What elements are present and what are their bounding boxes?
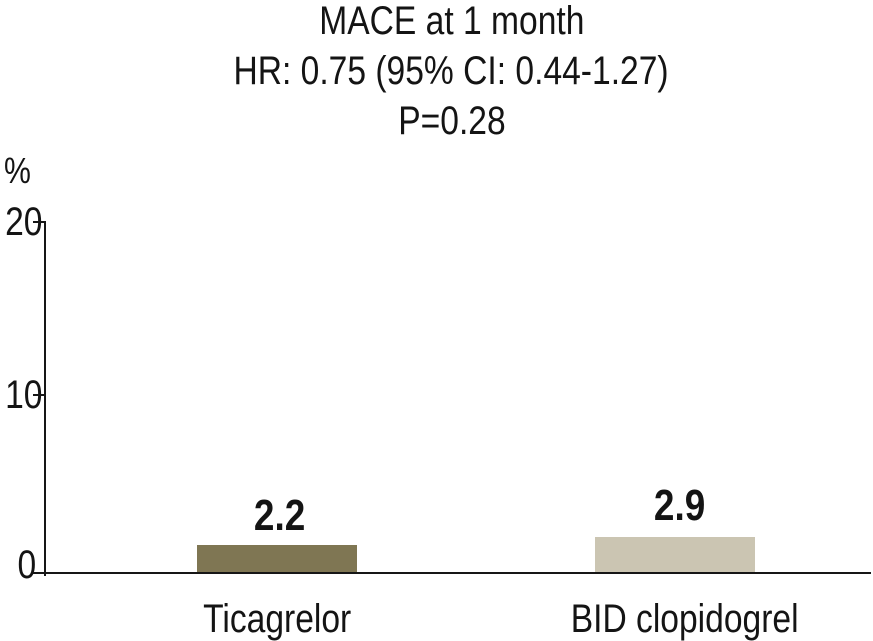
chart-subtitle-pvalue-text: P=0.28 [397,99,506,143]
bar-ticagrelor [197,545,357,572]
value-label-ticagrelor: 2.2 [150,494,410,538]
bar-bid-clopidogrel [595,537,755,572]
y-tick-mark-10 [33,394,46,396]
chart-title-text: MACE at 1 month [318,0,585,43]
y-tick-label-0: 0 [0,545,36,585]
y-tick-label-20: 20 [0,202,42,242]
y-axis-line [44,222,46,576]
value-label-bid-clopidogrel-text: 2.9 [654,481,706,530]
category-label-ticagrelor-text: Ticagrelor [202,597,352,641]
chart-subtitle-pvalue: P=0.28 [30,96,873,146]
category-label-bid-clopidogrel: BID clopidogrel [535,599,835,639]
chart-subtitle-hr-text: HR: 0.75 (95% CI: 0.44-1.27) [233,49,670,93]
category-label-ticagrelor: Ticagrelor [127,599,427,639]
chart-subtitle-hr: HR: 0.75 (95% CI: 0.44-1.27) [30,46,873,96]
y-tick-label-10: 10 [0,375,42,415]
x-axis-line [33,572,871,574]
value-label-bid-clopidogrel: 2.9 [550,484,810,528]
y-tick-mark-20 [33,221,46,223]
y-tick-label-0-text: 0 [17,543,36,587]
value-label-ticagrelor-text: 2.2 [254,491,306,540]
chart-title-block: MACE at 1 month HR: 0.75 (95% CI: 0.44-1… [30,0,873,146]
chart-title: MACE at 1 month [30,0,873,46]
category-label-bid-clopidogrel-text: BID clopidogrel [571,597,799,641]
y-axis-unit-text: % [4,150,31,191]
y-axis-unit-label: % [4,153,36,189]
